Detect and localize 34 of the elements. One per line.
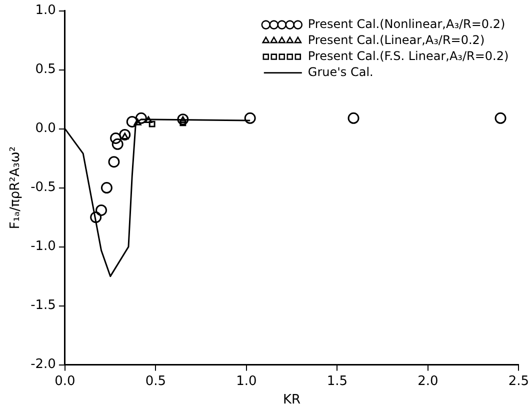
- x-tick-label: 1.5: [326, 374, 348, 389]
- x-tick-label: 0.0: [54, 374, 76, 389]
- x-tick-label: 0.5: [145, 374, 166, 389]
- point: [494, 112, 506, 124]
- point: [126, 116, 138, 128]
- point: [244, 112, 256, 124]
- y-tick-label: -0.5: [30, 180, 56, 196]
- legend-label: Present Cal.(F.S. Linear,A₃/R=0.2): [308, 48, 509, 63]
- x-axis-title: KR: [283, 392, 301, 408]
- y-axis-title: F₁ₐ/πρR²A₃ω²: [8, 146, 24, 230]
- x-tick-label: 2.5: [508, 374, 530, 389]
- legend-label: Present Cal.(Nonlinear,A₃/R=0.2): [308, 16, 506, 31]
- point: [112, 138, 124, 150]
- point: [96, 204, 108, 216]
- legend-label: Grue's Cal.: [308, 64, 374, 79]
- point: [119, 128, 131, 140]
- point: [135, 112, 147, 124]
- point: [148, 120, 156, 128]
- x-tick-label: 2.0: [418, 374, 438, 389]
- y-tick-label: 0.0: [35, 121, 56, 136]
- y-tick-label: -2.0: [30, 357, 56, 372]
- point: [180, 120, 186, 126]
- point: [348, 112, 360, 124]
- point: [100, 182, 112, 194]
- y-tick-label: -1.5: [30, 298, 56, 314]
- point: [110, 132, 122, 144]
- y-tick-label: 1.0: [35, 3, 56, 18]
- y-tick-label: -1.0: [30, 239, 56, 254]
- point: [90, 212, 102, 224]
- y-tick-label: 0.5: [35, 62, 56, 78]
- point: [108, 156, 120, 168]
- legend-label: Present Cal.(Linear,A₃/R=0.2): [308, 32, 485, 47]
- x-tick-label: 1.0: [236, 374, 257, 389]
- point: [144, 116, 152, 124]
